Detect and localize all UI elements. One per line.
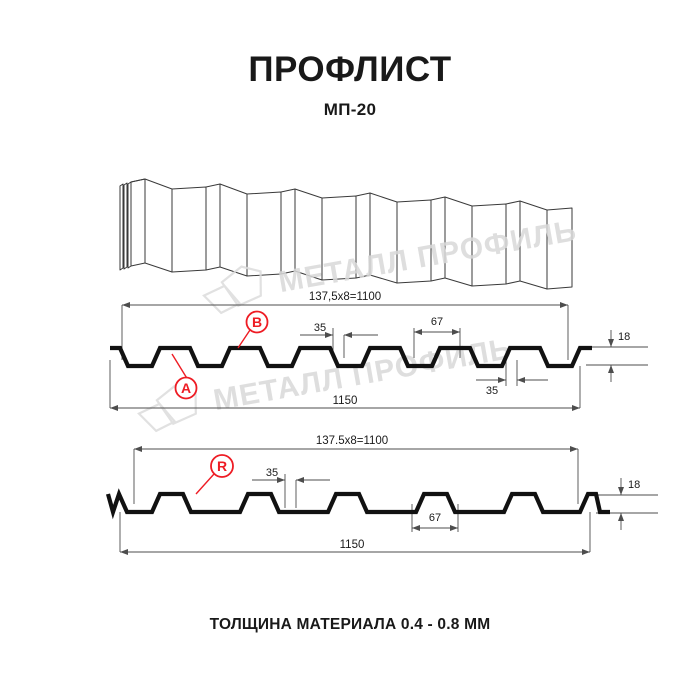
callout-label-r: R (217, 458, 227, 474)
callout-r: R (195, 454, 234, 495)
dimension-overall-top-r: 137.5x8=1100 (316, 435, 388, 447)
dimension-overall-bottom-a: 1150 (333, 395, 358, 407)
dimension-valley-r: 67 (429, 512, 441, 524)
dimension-flat-top-r: 35 (266, 467, 278, 479)
profile-outline-r (105, 488, 610, 520)
dimension-height-a: 18 (618, 331, 630, 343)
profile-outline-a (110, 345, 592, 369)
dimension-flat-bottom-a: 35 (486, 385, 498, 397)
cross-section-view-r: 137.5x8=1100 1150 35 67 (0, 432, 700, 572)
callout-a: A (171, 353, 198, 400)
callout-label-b: B (252, 314, 262, 330)
cross-section-view-a: 137,5x8=1100 1150 35 67 (0, 288, 700, 428)
page-title: ПРОФЛИСТ (248, 50, 452, 89)
callout-b: B (237, 310, 269, 349)
material-thickness-note: ТОЛЩИНА МАТЕРИАЛА 0.4 - 0.8 ММ (209, 616, 491, 633)
heading-block: ПРОФЛИСТ МП-20 (0, 52, 700, 120)
dimension-flat-top-a: 35 (314, 322, 326, 334)
dimension-overall-top-a: 137,5x8=1100 (309, 291, 381, 303)
callout-label-a: A (181, 380, 191, 396)
product-model-label: МП-20 (323, 100, 377, 119)
isometric-profile-view (100, 160, 600, 290)
dimension-height-r: 18 (628, 479, 640, 491)
dimension-overall-bottom-r: 1150 (340, 539, 365, 551)
dimension-valley-a: 67 (431, 316, 443, 328)
